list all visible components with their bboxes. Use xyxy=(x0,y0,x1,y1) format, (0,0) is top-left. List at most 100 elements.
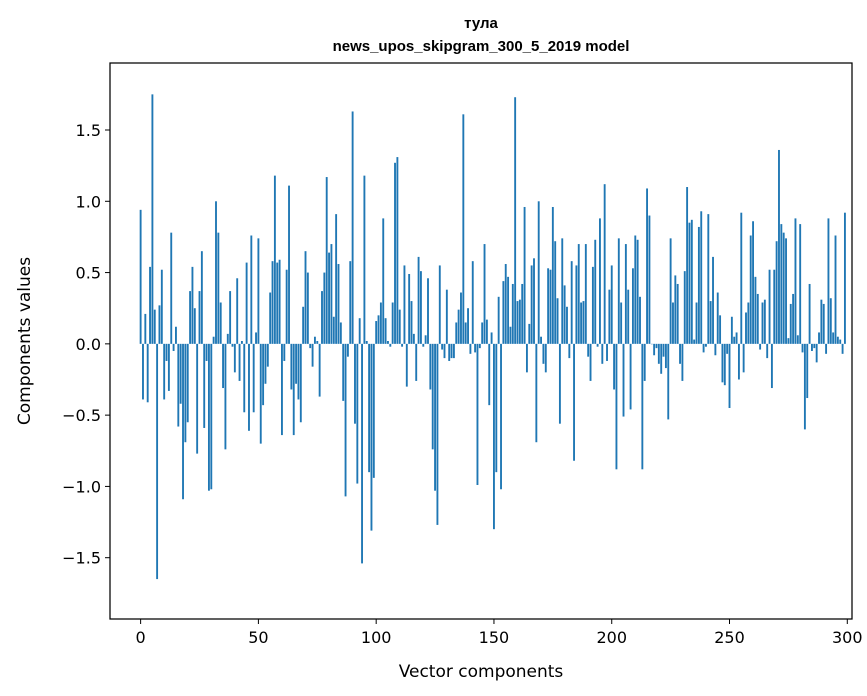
bar-16 xyxy=(177,343,180,427)
bar-30 xyxy=(210,343,213,490)
bar-71 xyxy=(306,272,309,344)
bar-117 xyxy=(415,343,418,381)
bar-5 xyxy=(151,94,154,344)
bar-156 xyxy=(507,276,510,344)
bar-272 xyxy=(780,224,783,344)
bar-17 xyxy=(179,343,182,404)
bar-150 xyxy=(493,343,495,530)
bar-92 xyxy=(356,343,359,484)
bar-253 xyxy=(735,332,738,344)
bar-154 xyxy=(502,281,505,344)
bar-2 xyxy=(144,313,147,344)
bar-31 xyxy=(212,336,215,344)
bar-44 xyxy=(243,343,246,413)
bar-236 xyxy=(695,302,698,344)
bar-164 xyxy=(525,343,528,373)
bar-119 xyxy=(419,271,422,344)
x-tick-label: 250 xyxy=(714,628,745,647)
bar-52 xyxy=(262,343,265,406)
bar-93 xyxy=(358,318,361,344)
bar-79 xyxy=(325,177,328,344)
bar-287 xyxy=(815,343,818,363)
bar-218 xyxy=(653,343,656,356)
bar-172 xyxy=(544,343,547,373)
bar-50 xyxy=(257,238,260,344)
bar-110 xyxy=(398,309,401,344)
bar-61 xyxy=(283,343,286,361)
bar-136 xyxy=(460,292,462,344)
bar-205 xyxy=(622,343,625,417)
bar-240 xyxy=(705,343,707,347)
bar-283 xyxy=(806,343,809,399)
bar-184 xyxy=(573,343,575,461)
bar-233 xyxy=(688,222,691,344)
bar-37 xyxy=(226,333,229,344)
y-tick-label: −0.5 xyxy=(62,406,101,425)
bar-126 xyxy=(436,343,439,525)
bar-108 xyxy=(394,162,396,344)
bar-279 xyxy=(796,335,799,344)
bar-187 xyxy=(580,302,583,344)
bar-67 xyxy=(297,343,300,400)
bar-180 xyxy=(563,285,566,344)
bar-294 xyxy=(832,332,835,344)
bar-18 xyxy=(182,343,184,500)
bar-27 xyxy=(203,343,206,428)
bar-118 xyxy=(417,256,420,344)
bar-6 xyxy=(153,309,156,344)
bar-210 xyxy=(634,235,637,344)
bar-34 xyxy=(219,302,222,344)
bar-59 xyxy=(278,259,281,344)
bar-3 xyxy=(146,343,149,403)
bar-99 xyxy=(372,343,375,478)
y-tick-label: −1.5 xyxy=(62,549,101,568)
bar-62 xyxy=(285,269,288,344)
bar-196 xyxy=(601,343,604,364)
bar-134 xyxy=(455,322,458,344)
bar-176 xyxy=(554,241,557,344)
bar-13 xyxy=(170,232,173,344)
bar-69 xyxy=(302,306,305,344)
bar-103 xyxy=(382,218,385,344)
bar-291 xyxy=(825,343,828,354)
x-tick-label: 200 xyxy=(596,628,627,647)
bar-165 xyxy=(528,323,531,344)
bar-138 xyxy=(464,322,467,344)
bar-273 xyxy=(782,232,785,344)
bar-263 xyxy=(759,343,762,350)
bar-83 xyxy=(335,214,338,344)
bar-88 xyxy=(346,343,349,357)
bar-260 xyxy=(752,221,754,344)
bar-276 xyxy=(789,303,792,344)
bar-235 xyxy=(693,339,696,344)
bar-190 xyxy=(587,343,590,357)
bar-213 xyxy=(641,343,644,470)
bar-193 xyxy=(594,239,597,344)
bar-114 xyxy=(408,273,411,344)
bar-163 xyxy=(523,206,526,344)
bar-107 xyxy=(391,302,394,344)
bar-222 xyxy=(662,343,665,357)
bar-131 xyxy=(448,343,451,361)
bar-224 xyxy=(667,343,670,420)
bar-63 xyxy=(288,185,290,344)
bar-113 xyxy=(405,343,408,387)
bar-275 xyxy=(787,338,790,344)
bar-97 xyxy=(368,343,371,473)
x-axis-label: Vector components xyxy=(399,662,564,682)
bar-230 xyxy=(681,343,684,381)
bar-91 xyxy=(354,343,356,424)
y-axis-label: Components values xyxy=(15,257,35,425)
bar-199 xyxy=(608,289,611,344)
bar-141 xyxy=(471,261,474,344)
bar-282 xyxy=(803,343,806,430)
bar-296 xyxy=(836,336,839,344)
bar-207 xyxy=(627,289,630,344)
bar-212 xyxy=(639,296,641,344)
bar-38 xyxy=(229,291,232,344)
bar-239 xyxy=(702,343,705,353)
bar-168 xyxy=(535,343,538,443)
bar-77 xyxy=(321,291,323,344)
bar-147 xyxy=(485,319,488,344)
bar-51 xyxy=(259,343,262,444)
